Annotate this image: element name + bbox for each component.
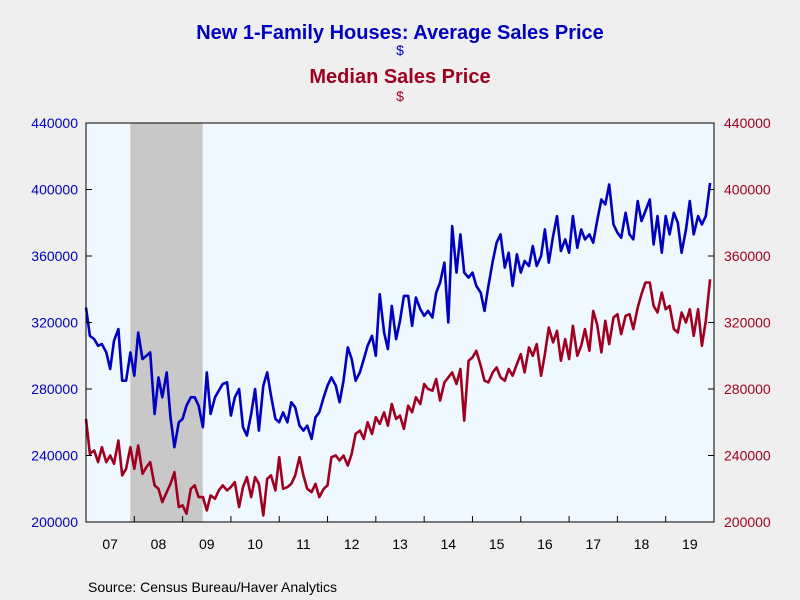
x-tick-label: 13 — [392, 536, 408, 552]
x-tick-label: 10 — [247, 536, 263, 552]
y-right-tick-label: 400000 — [724, 182, 771, 198]
y-right-tick-label: 200000 — [724, 514, 771, 530]
x-tick-label: 14 — [441, 536, 457, 552]
y-left-tick-label: 320000 — [31, 315, 78, 331]
y-left-tick-label: 400000 — [31, 182, 78, 198]
y-left-tick-label: 240000 — [31, 448, 78, 464]
y-right-tick-label: 360000 — [724, 248, 771, 264]
x-tick-label: 08 — [151, 536, 167, 552]
y-left-tick-label: 200000 — [31, 514, 78, 530]
y-left-tick-label: 440000 — [31, 115, 78, 131]
x-tick-label: 18 — [634, 536, 650, 552]
chart-title-unit: $ — [396, 42, 404, 58]
x-tick-label: 17 — [585, 536, 601, 552]
y-right-tick-label: 440000 — [724, 115, 771, 131]
x-tick-label: 15 — [489, 536, 505, 552]
chart-title: New 1-Family Houses: Average Sales Price — [196, 22, 604, 44]
y-right-tick-label: 280000 — [724, 381, 771, 397]
series-line-median — [84, 279, 712, 517]
source-note: Source: Census Bureau/Haver Analytics — [88, 579, 337, 595]
x-tick-label: 09 — [199, 536, 215, 552]
y-right-tick-label: 240000 — [724, 448, 771, 464]
x-tick-label: 11 — [296, 536, 311, 552]
x-tick-label: 19 — [682, 536, 698, 552]
chart-subtitle: Median Sales Price — [309, 66, 490, 88]
x-tick-label: 16 — [537, 536, 553, 552]
x-tick-label: 07 — [102, 536, 118, 552]
y-left-tick-label: 360000 — [31, 248, 78, 264]
chart-subtitle-unit: $ — [396, 88, 404, 104]
x-tick-label: 12 — [344, 536, 360, 552]
series-line-average — [84, 182, 712, 449]
y-left-tick-label: 280000 — [31, 381, 78, 397]
y-right-tick-label: 320000 — [724, 315, 771, 331]
recession-band — [130, 123, 203, 522]
